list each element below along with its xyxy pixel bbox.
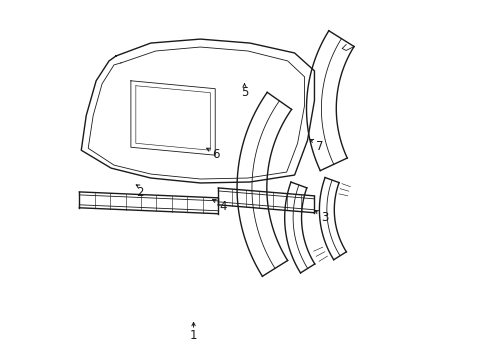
Text: 3: 3 bbox=[320, 211, 327, 224]
Text: 4: 4 bbox=[219, 200, 226, 213]
Text: 5: 5 bbox=[240, 86, 248, 99]
Text: 1: 1 bbox=[189, 329, 197, 342]
Text: 2: 2 bbox=[136, 186, 143, 199]
Text: 7: 7 bbox=[315, 140, 323, 153]
Text: 6: 6 bbox=[211, 148, 219, 162]
